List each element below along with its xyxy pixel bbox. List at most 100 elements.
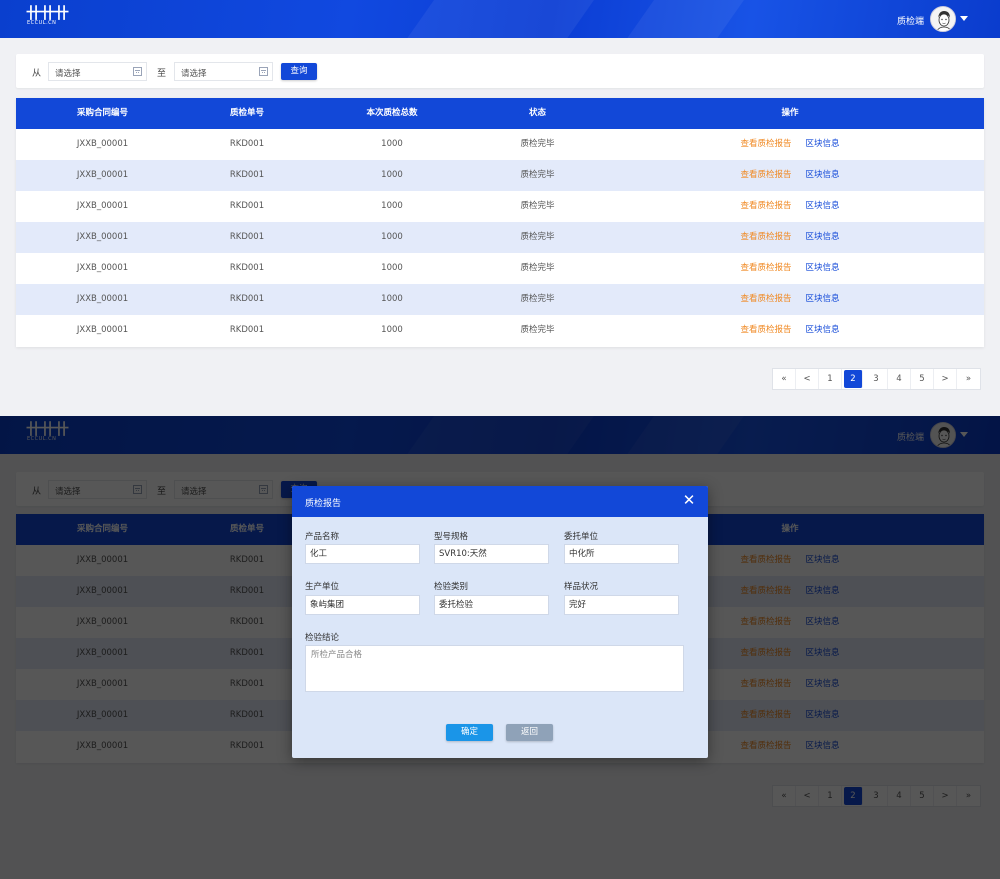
field-label-inspection-type: 检验类别 [434,582,469,592]
chevron-down-icon[interactable] [960,16,968,21]
block-info-link[interactable]: 区块信息 [805,325,840,335]
avatar[interactable] [930,6,956,32]
column-header-actions: 操作 [781,108,799,118]
logo-text: ECCUL.CN [27,20,57,26]
inspection-type-field[interactable]: 委托检验 [434,595,549,615]
dialog-title: 质检报告 [305,499,342,509]
table-header: 采购合同编号 质检单号 本次质检总数 状态 操作 [16,98,984,129]
table-row: JXXB_00001 RKD001 1000 质检完毕 查看质检报告 区块信息 [16,191,984,222]
inspection-total-cell: 1000 [381,139,403,149]
block-info-link[interactable]: 区块信息 [805,263,840,273]
contract-no-cell: JXXB_00001 [76,294,129,304]
inspection-table: 采购合同编号 质检单号 本次质检总数 状态 操作 JXXB_00001 RKD00… [16,98,984,347]
field-label-model-spec: 型号规格 [434,532,469,542]
field-label-sample-condition: 样品状况 [564,582,599,592]
view-report-link[interactable]: 查看质检报告 [740,294,792,304]
column-header-inspection-total: 本次质检总数 [366,108,418,118]
page-button-3[interactable]: 3 [865,369,888,389]
actions-cell: 查看质检报告 区块信息 [716,160,864,191]
end-date-input[interactable]: 请选择 [174,62,273,81]
contract-no-cell: JXXB_00001 [76,139,129,149]
block-info-link[interactable]: 区块信息 [805,201,840,211]
sample-condition-field[interactable]: 完好 [564,595,679,615]
list-screen: 卄卄卄 ECCUL.CN 质检端 从 请选择 至 请选择 查询 [0,0,1000,416]
modal-screen: 卄卄卄 ECCUL.CN 质检端 从 请选择 至 请选择 查询 [0,416,1000,879]
field-label-product-name: 产品名称 [305,532,340,542]
prev-page-button[interactable]: < [796,369,819,389]
field-label-client-unit: 委托单位 [564,532,599,542]
actions-cell: 查看质检报告 区块信息 [716,191,864,222]
table-row: JXXB_00001 RKD001 1000 质检完毕 查看质检报告 区块信息 [16,160,984,191]
status-cell: 质检完毕 [520,263,555,273]
client-unit-field[interactable]: 中化所 [564,544,679,564]
first-page-button[interactable]: « [773,369,796,389]
inspection-no-cell: RKD001 [229,201,265,211]
table-row: JXXB_00001 RKD001 1000 质检完毕 查看质检报告 区块信息 [16,284,984,315]
view-report-link[interactable]: 查看质检报告 [740,325,792,335]
status-cell: 质检完毕 [520,201,555,211]
actions-cell: 查看质检报告 区块信息 [716,129,864,160]
actions-cell: 查看质检报告 区块信息 [716,315,864,346]
view-report-link[interactable]: 查看质检报告 [740,201,792,211]
conclusion-textarea[interactable]: 所检产品合格 [305,645,684,692]
status-cell: 质检完毕 [520,294,555,304]
producer-field[interactable]: 象屿集团 [305,595,420,615]
close-icon[interactable]: ✕ [682,491,696,509]
page-button-4[interactable]: 4 [888,369,911,389]
filter-bar: 从 请选择 至 请选择 查询 [16,54,984,88]
calendar-icon[interactable] [259,67,268,76]
contract-no-cell: JXXB_00001 [76,201,129,211]
view-report-link[interactable]: 查看质检报告 [740,232,792,242]
inspection-total-cell: 1000 [381,325,403,335]
start-date-input[interactable]: 请选择 [48,62,147,81]
inspection-total-cell: 1000 [381,232,403,242]
table-row: JXXB_00001 RKD001 1000 质检完毕 查看质检报告 区块信息 [16,222,984,253]
block-info-link[interactable]: 区块信息 [805,232,840,242]
table-row: JXXB_00001 RKD001 1000 质检完毕 查看质检报告 区块信息 [16,253,984,284]
back-button[interactable]: 返回 [506,724,553,741]
contract-no-cell: JXXB_00001 [76,232,129,242]
confirm-button[interactable]: 确定 [446,724,493,741]
model-spec-field[interactable]: SVR10:天然 [434,544,549,564]
inspection-total-cell: 1000 [381,263,403,273]
calendar-icon[interactable] [133,67,142,76]
actions-cell: 查看质检报告 区块信息 [716,253,864,284]
product-name-field[interactable]: 化工 [305,544,420,564]
contract-no-cell: JXXB_00001 [76,325,129,335]
page-button-1[interactable]: 1 [819,369,842,389]
status-cell: 质检完毕 [520,232,555,242]
status-cell: 质检完毕 [520,325,555,335]
user-name[interactable]: 质检端 [896,17,924,27]
page-button-2[interactable]: 2 [844,370,863,388]
block-info-link[interactable]: 区块信息 [805,139,840,149]
status-cell: 质检完毕 [520,170,555,180]
inspection-no-cell: RKD001 [229,294,265,304]
logo-mark: 卄卄卄 [26,4,69,22]
dialog-header: 质检报告 ✕ [292,486,708,517]
next-page-button[interactable]: > [934,369,957,389]
block-info-link[interactable]: 区块信息 [805,294,840,304]
query-button[interactable]: 查询 [281,63,317,80]
inspection-no-cell: RKD001 [229,170,265,180]
inspection-no-cell: RKD001 [229,263,265,273]
last-page-button[interactable]: » [965,374,972,384]
page-button-5[interactable]: 5 [911,369,934,389]
end-date-placeholder: 请选择 [181,69,207,79]
inspection-no-cell: RKD001 [229,232,265,242]
avatar-face-icon [931,7,955,31]
header-decoration [618,0,752,38]
view-report-link[interactable]: 查看质检报告 [740,139,792,149]
table-row: JXXB_00001 RKD001 1000 质检完毕 查看质检报告 区块信息 [16,129,984,160]
contract-no-cell: JXXB_00001 [76,170,129,180]
inspection-total-cell: 1000 [381,201,403,211]
view-report-link[interactable]: 查看质检报告 [740,263,792,273]
table-row: JXXB_00001 RKD001 1000 质检完毕 查看质检报告 区块信息 [16,315,984,346]
status-cell: 质检完毕 [520,139,555,149]
view-report-link[interactable]: 查看质检报告 [740,170,792,180]
inspection-total-cell: 1000 [381,294,403,304]
start-date-placeholder: 请选择 [55,69,81,79]
block-info-link[interactable]: 区块信息 [805,170,840,180]
field-label-conclusion: 检验结论 [305,633,340,643]
logo[interactable]: 卄卄卄 ECCUL.CN [26,6,72,30]
